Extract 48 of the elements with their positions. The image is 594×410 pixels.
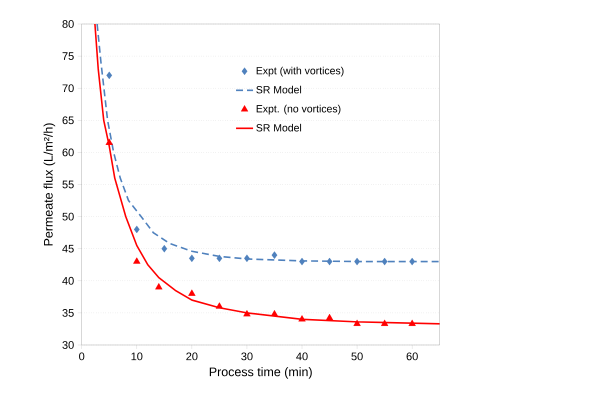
point	[298, 315, 306, 322]
y-tick-label: 30	[62, 341, 74, 349]
x-tick-label: 60	[406, 352, 418, 360]
point	[244, 254, 250, 262]
y-tick-label: 80	[62, 20, 74, 28]
x-axis-title: Process time (min)	[210, 367, 312, 379]
y-tick-label: 75	[62, 52, 74, 60]
y-tick-label: 70	[62, 84, 74, 92]
x-tick-label: 10	[132, 352, 142, 360]
x-tick-label: 20	[186, 352, 198, 360]
y-axis-title: Permeate flux (L/m²/h)	[44, 123, 56, 246]
point	[270, 310, 278, 316]
point	[155, 283, 162, 290]
point	[326, 314, 334, 320]
x-tick-label: 0	[79, 352, 84, 360]
point	[106, 72, 112, 80]
point	[272, 251, 278, 259]
point	[408, 320, 416, 326]
point	[382, 258, 388, 266]
y-tick-label: 45	[62, 244, 74, 253]
point	[354, 258, 360, 266]
point	[161, 244, 168, 252]
y-tick-label: 40	[62, 276, 74, 285]
x-tick-label: 40	[296, 352, 308, 360]
legend-label: Expt. (no vortices)	[256, 104, 340, 115]
point	[299, 258, 305, 266]
x-tick-label: 30	[241, 352, 253, 360]
legend-label: SR Model	[256, 124, 302, 132]
point	[188, 254, 195, 262]
legend-label: Expt (with vortices)	[256, 66, 344, 76]
y-tick-label: 55	[62, 180, 74, 188]
point	[409, 258, 416, 266]
point	[133, 257, 140, 264]
point	[326, 258, 332, 266]
x-tick-label: 50	[351, 352, 363, 360]
point	[216, 254, 222, 262]
y-tick-label: 50	[62, 212, 74, 220]
point	[134, 226, 140, 234]
y-tick-label: 35	[62, 309, 74, 317]
point	[380, 320, 388, 326]
legend-label: SR Model	[256, 86, 302, 94]
y-tick-label: 65	[62, 116, 74, 124]
point	[106, 138, 113, 145]
y-tick-label: 60	[62, 148, 74, 156]
point	[243, 310, 251, 316]
point	[216, 302, 224, 309]
point	[188, 289, 196, 296]
point	[353, 320, 361, 326]
